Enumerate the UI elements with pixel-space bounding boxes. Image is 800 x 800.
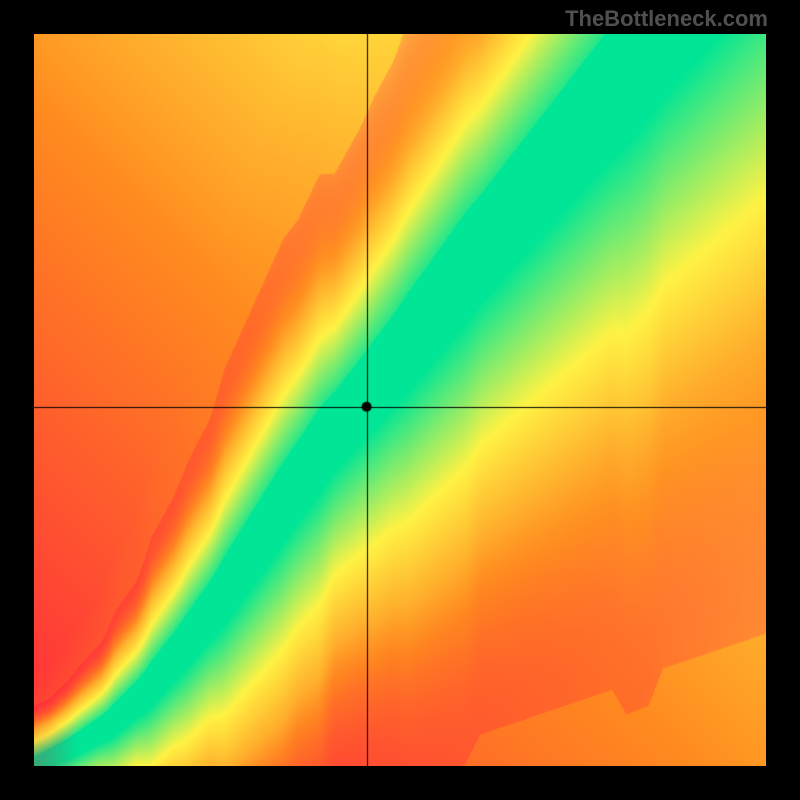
watermark-text: TheBottleneck.com [565,6,768,32]
heatmap-canvas [34,34,766,766]
heatmap-chart [34,34,766,766]
